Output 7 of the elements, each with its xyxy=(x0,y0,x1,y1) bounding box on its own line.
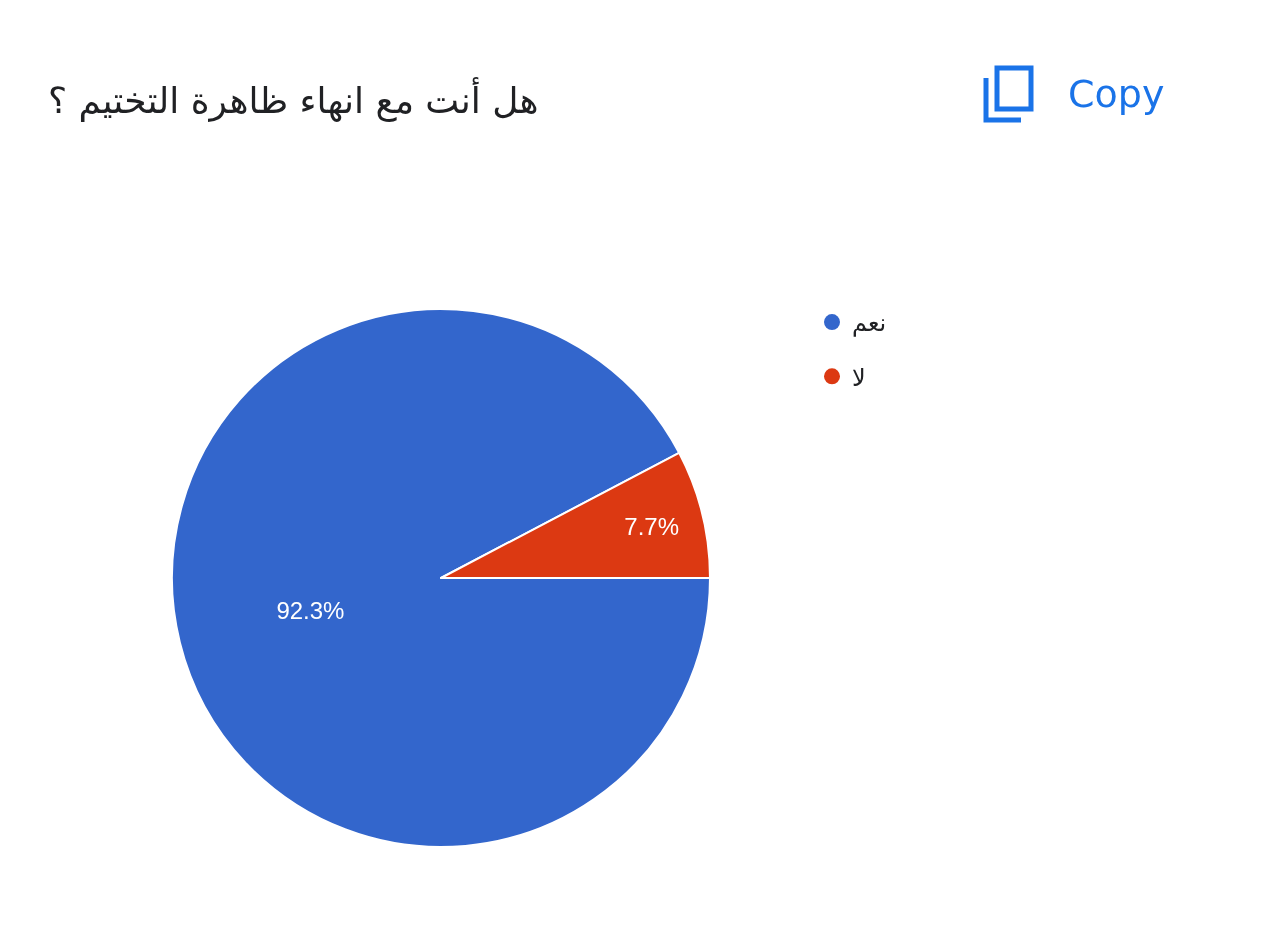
legend-label: لا xyxy=(852,363,866,392)
data-label: 7.7% xyxy=(624,512,680,540)
pie-slice xyxy=(171,308,711,848)
chart-title: هل أنت مع انهاء ظاهرة التختيم ؟ xyxy=(48,76,539,122)
legend-label: نعم xyxy=(852,309,887,338)
text: Copy xyxy=(1068,72,1165,116)
data-label: 92.3% xyxy=(276,596,345,624)
